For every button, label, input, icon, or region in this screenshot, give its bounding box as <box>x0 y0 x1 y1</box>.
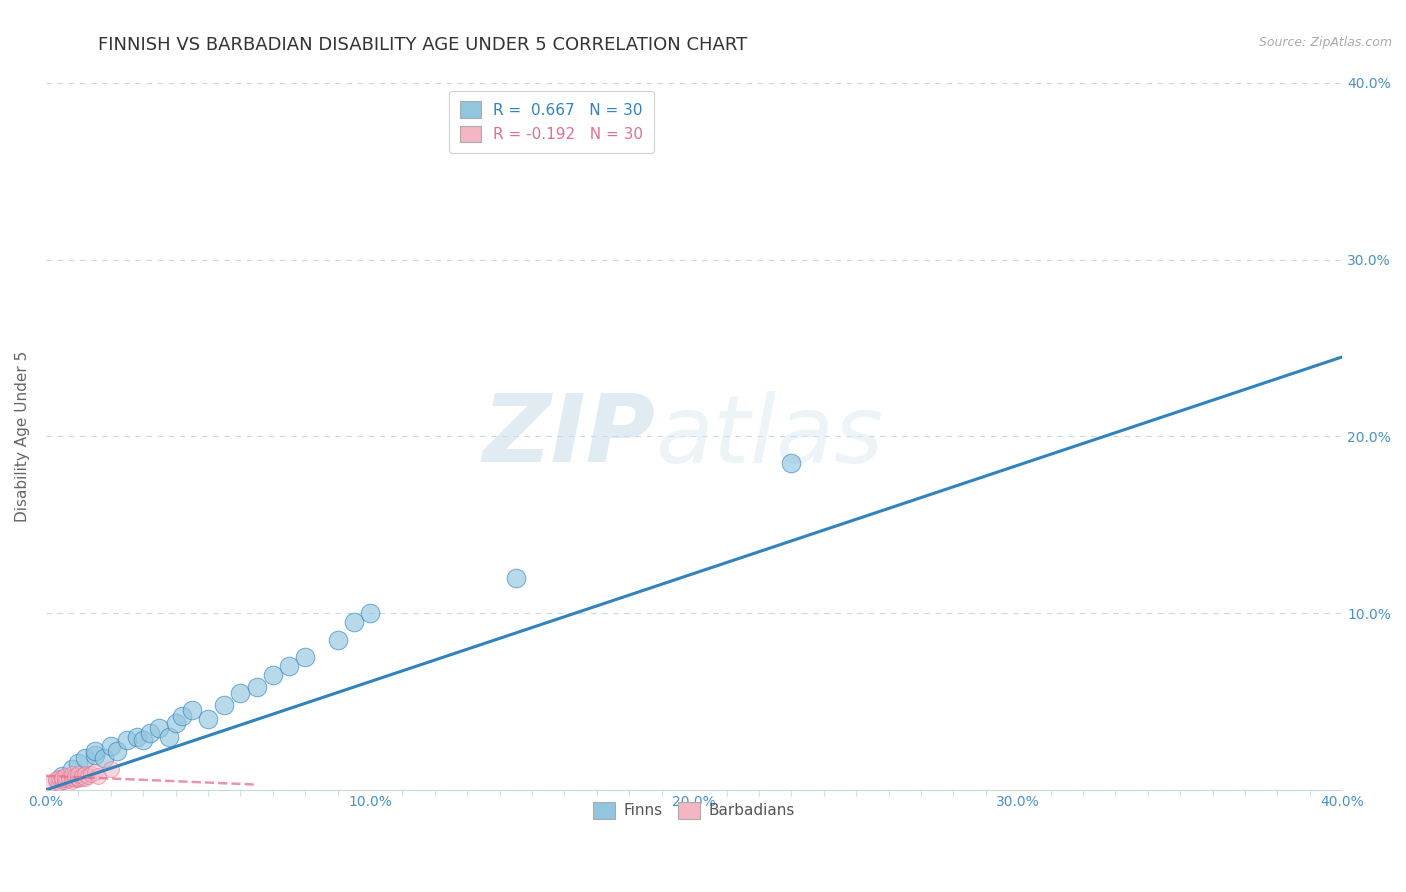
Point <box>294 650 316 665</box>
Point <box>83 747 105 762</box>
Point <box>87 769 110 783</box>
Point <box>343 615 366 629</box>
Point <box>60 771 83 785</box>
Point <box>55 769 77 783</box>
Y-axis label: Disability Age Under 5: Disability Age Under 5 <box>15 351 30 522</box>
Point <box>229 686 252 700</box>
Point <box>51 769 73 783</box>
Point <box>51 771 73 785</box>
Point <box>77 769 100 783</box>
Point <box>115 733 138 747</box>
Point <box>100 739 122 753</box>
Point <box>165 715 187 730</box>
Point <box>45 772 67 787</box>
Point <box>93 751 115 765</box>
Point <box>246 681 269 695</box>
Point <box>359 606 381 620</box>
Point <box>132 733 155 747</box>
Text: atlas: atlas <box>655 391 883 482</box>
Point <box>125 730 148 744</box>
Point <box>180 703 202 717</box>
Point <box>73 767 96 781</box>
Point <box>55 774 77 789</box>
Point <box>51 772 73 787</box>
Point <box>505 571 527 585</box>
Point <box>70 771 93 785</box>
Text: FINNISH VS BARBADIAN DISABILITY AGE UNDER 5 CORRELATION CHART: FINNISH VS BARBADIAN DISABILITY AGE UNDE… <box>98 36 748 54</box>
Legend: Finns, Barbadians: Finns, Barbadians <box>588 796 801 825</box>
Point <box>67 767 90 781</box>
Point <box>73 751 96 765</box>
Point <box>83 765 105 780</box>
Point <box>48 771 70 785</box>
Point <box>63 772 86 787</box>
Text: ZIP: ZIP <box>482 391 655 483</box>
Point <box>73 771 96 785</box>
Point <box>197 712 219 726</box>
Point <box>60 767 83 781</box>
Point <box>48 776 70 790</box>
Point <box>60 774 83 789</box>
Point <box>105 744 128 758</box>
Point <box>63 769 86 783</box>
Point <box>138 726 160 740</box>
Point <box>51 774 73 789</box>
Text: Source: ZipAtlas.com: Source: ZipAtlas.com <box>1258 36 1392 49</box>
Point <box>58 771 80 785</box>
Point <box>45 774 67 789</box>
Point <box>83 744 105 758</box>
Point <box>157 730 180 744</box>
Point <box>148 721 170 735</box>
Point <box>326 632 349 647</box>
Point <box>70 769 93 783</box>
Point <box>67 756 90 771</box>
Point <box>60 762 83 776</box>
Point <box>100 762 122 776</box>
Point <box>80 767 103 781</box>
Point <box>212 698 235 712</box>
Point <box>172 708 194 723</box>
Point <box>278 659 301 673</box>
Point <box>67 772 90 787</box>
Point <box>262 668 284 682</box>
Point <box>780 456 803 470</box>
Point <box>67 771 90 785</box>
Point <box>41 776 63 790</box>
Point <box>58 772 80 787</box>
Point <box>55 772 77 787</box>
